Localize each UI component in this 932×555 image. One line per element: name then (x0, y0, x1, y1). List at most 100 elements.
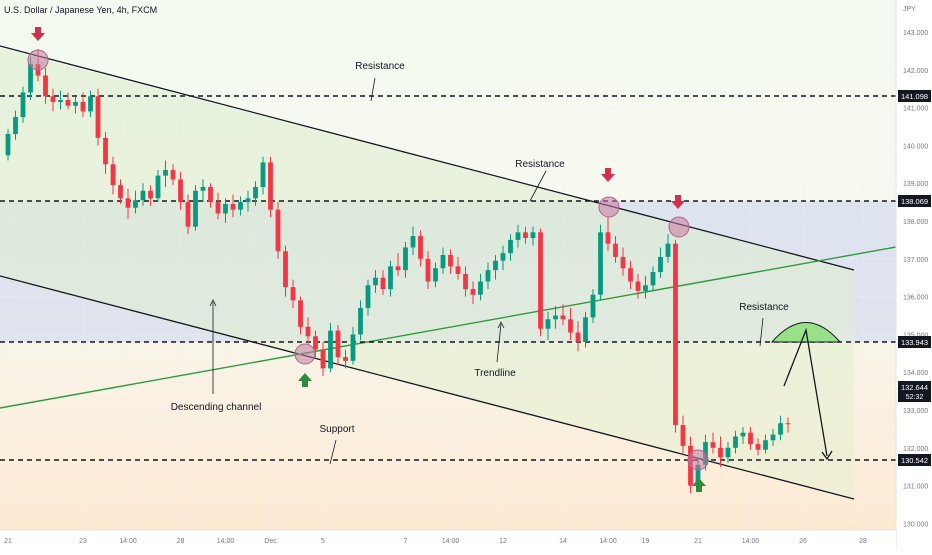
candle (118, 179, 123, 204)
candle-body (485, 270, 491, 282)
candle (650, 266, 656, 291)
pointer-resistance-low (759, 317, 764, 347)
candle-body (95, 96, 101, 138)
candle-body (208, 186, 213, 203)
candle (673, 239, 678, 433)
label-resistance-top: Resistance (355, 61, 405, 72)
candle-body (695, 464, 701, 486)
candle-body (583, 317, 588, 342)
pointer-resistance-top (370, 77, 376, 102)
price-axis[interactable] (896, 0, 932, 550)
current-price-tag-bg (898, 381, 931, 402)
price-tag-138069: 138.069 (901, 197, 928, 206)
candle (583, 311, 588, 348)
price-tag-130542: 130.542 (901, 456, 928, 465)
pointer-arrowhead (497, 321, 505, 329)
candle (778, 415, 783, 441)
swing-circle-retest-1[interactable] (598, 196, 620, 218)
candle (283, 245, 288, 297)
candle (575, 321, 581, 352)
candle-body (403, 247, 408, 271)
price-tick-label: 139.000 (903, 181, 928, 188)
time-tick-label: 26 (799, 538, 807, 545)
candle (343, 349, 348, 369)
candle-body (590, 294, 596, 318)
candle-body (103, 137, 108, 165)
candle (733, 430, 738, 454)
time-tick-label: 12 (499, 538, 507, 545)
channel-upper-line[interactable] (0, 45, 855, 271)
candle (410, 226, 416, 256)
candle (433, 262, 438, 288)
candle-body (5, 134, 11, 156)
candle (493, 255, 498, 280)
candle-body (470, 289, 476, 295)
candle (530, 226, 536, 246)
candle (718, 436, 723, 467)
candle-body (268, 162, 273, 210)
candle-body (650, 272, 656, 286)
pointer-support (329, 439, 337, 465)
candle (223, 198, 228, 223)
candle (290, 279, 296, 308)
candles (5, 49, 791, 494)
time-tick-label: 21 (694, 538, 702, 545)
candle (523, 226, 528, 244)
candle (305, 317, 311, 344)
candle (665, 234, 671, 263)
candle (80, 92, 86, 118)
time-tick-label: 5 (321, 538, 325, 545)
trendline[interactable] (0, 246, 896, 409)
candle-body (163, 169, 168, 176)
candle-body (13, 117, 18, 135)
candle-body (20, 92, 26, 118)
candle (763, 434, 768, 454)
swing-circle-bottom[interactable] (687, 449, 709, 471)
candle (13, 110, 18, 140)
candle (658, 247, 663, 278)
candle-body (763, 440, 768, 450)
candle-body (223, 203, 228, 214)
swing-circle-top[interactable] (27, 49, 49, 71)
label-resistance-low: Resistance (739, 302, 789, 313)
candle-body (28, 64, 33, 93)
candle-body (320, 349, 326, 369)
candle (65, 92, 71, 110)
candle-body (710, 442, 716, 448)
candle (133, 190, 138, 214)
pointer-trendline (496, 323, 502, 363)
candle (680, 415, 686, 456)
candle (755, 438, 761, 456)
pointer-resistance-mid (529, 170, 547, 202)
candle (380, 270, 386, 295)
swing-circle-retest-2[interactable] (668, 216, 690, 238)
candle-body (290, 287, 296, 301)
price-tag-bg (898, 195, 931, 207)
projection-path[interactable] (783, 327, 828, 457)
time-axis[interactable] (0, 530, 896, 550)
candle-body (598, 232, 603, 295)
candle-body (455, 266, 461, 274)
candle (568, 307, 573, 341)
currency-label: JPY (903, 6, 916, 13)
candle (710, 432, 716, 454)
candle-body (110, 164, 116, 186)
candle-body (418, 236, 423, 259)
candle (350, 326, 356, 365)
candle (373, 270, 378, 293)
candle-body (478, 281, 483, 295)
candle-body (560, 315, 566, 320)
time-tick-label: 14:00 (217, 538, 235, 545)
price-tick-label: 136.000 (903, 295, 928, 302)
candle (253, 181, 258, 206)
channel-lower-line[interactable] (0, 275, 855, 500)
label-trendline: Trendline (474, 368, 516, 379)
candle-body (365, 285, 371, 308)
candle-body (80, 101, 86, 112)
price-tick-label: 138.000 (903, 219, 928, 226)
candle-body (245, 198, 251, 203)
candle (358, 300, 363, 341)
swing-circle-channel-low[interactable] (294, 343, 316, 365)
